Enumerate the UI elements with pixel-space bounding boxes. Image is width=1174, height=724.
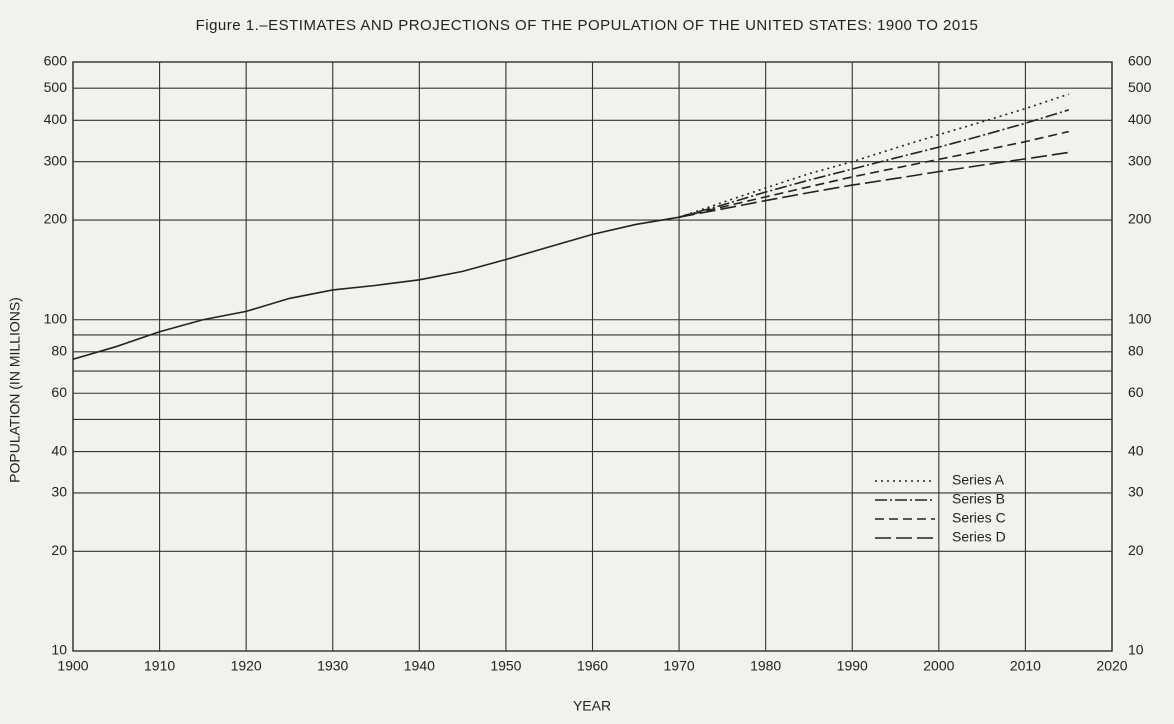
legend-label: Series C <box>952 510 1006 526</box>
x-axis-label: YEAR <box>573 698 611 714</box>
x-tick-label: 1970 <box>664 658 695 674</box>
x-tick-label: 1950 <box>490 658 521 674</box>
y2-tick-label: 200 <box>1128 211 1152 227</box>
series-line <box>72 216 680 361</box>
y-tick-label: 20 <box>51 542 67 558</box>
y-axis-label: POPULATION (IN MILLIONS) <box>7 297 23 483</box>
series-line <box>678 130 1069 218</box>
x-tick-label: 2000 <box>923 658 954 674</box>
y-tick-label: 10 <box>51 642 67 658</box>
y-tick-label: 40 <box>51 442 67 458</box>
y2-tick-label: 60 <box>1128 384 1144 400</box>
y2-tick-label: 10 <box>1128 642 1144 658</box>
x-tick-label: 1920 <box>231 658 262 674</box>
x-tick-label: 1980 <box>750 658 781 674</box>
y2-tick-label: 500 <box>1128 79 1152 95</box>
x-tick-label: 2010 <box>1010 658 1041 674</box>
x-tick-label: 1940 <box>404 658 435 674</box>
y2-tick-label: 400 <box>1128 111 1152 127</box>
series-line <box>678 151 1069 218</box>
y2-tick-label: 100 <box>1128 310 1152 326</box>
y2-tick-label: 600 <box>1128 53 1152 69</box>
x-tick-label: 1910 <box>144 658 175 674</box>
x-tick-label: 2020 <box>1096 658 1127 674</box>
y2-tick-label: 20 <box>1128 542 1144 558</box>
y2-tick-label: 40 <box>1128 442 1144 458</box>
y2-tick-label: 80 <box>1128 343 1144 359</box>
series-line <box>678 109 1069 218</box>
y-tick-label: 400 <box>44 111 68 127</box>
y-tick-label: 200 <box>44 211 68 227</box>
chart-title: Figure 1.–ESTIMATES AND PROJECTIONS OF T… <box>196 17 979 34</box>
legend-label: Series A <box>952 472 1005 488</box>
x-tick-label: 1930 <box>317 658 348 674</box>
y-tick-label: 500 <box>44 79 68 95</box>
y-tick-label: 60 <box>51 384 67 400</box>
y-tick-label: 300 <box>44 152 68 168</box>
y2-tick-label: 300 <box>1128 152 1152 168</box>
y-tick-label: 600 <box>44 53 68 69</box>
legend-box <box>870 470 1042 550</box>
series-line <box>678 93 1069 218</box>
x-tick-label: 1990 <box>837 658 868 674</box>
y-tick-label: 80 <box>51 343 67 359</box>
legend-label: Series D <box>952 529 1006 545</box>
legend-label: Series B <box>952 491 1005 507</box>
y-tick-label: 100 <box>44 310 68 326</box>
x-tick-label: 1960 <box>577 658 608 674</box>
x-tick-label: 1900 <box>57 658 88 674</box>
y2-tick-label: 30 <box>1128 484 1144 500</box>
y-tick-label: 30 <box>51 484 67 500</box>
